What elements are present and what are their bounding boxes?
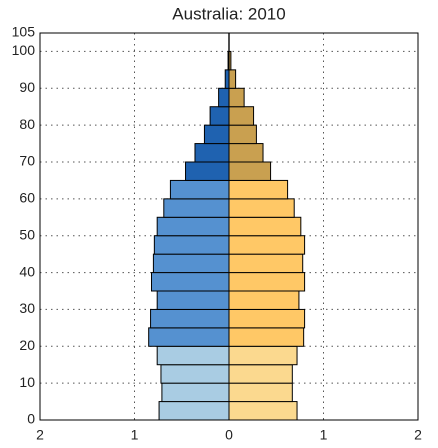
x-tick-label: 2 [414, 427, 422, 443]
bar [228, 253, 304, 274]
y-tick-label: 70 [19, 153, 35, 169]
bar [150, 308, 230, 329]
x-tick-label: 1 [131, 427, 139, 443]
bar [228, 272, 306, 292]
bar [194, 143, 230, 163]
bar [228, 327, 305, 347]
bar [169, 179, 230, 200]
y-tick-label: 60 [19, 190, 35, 206]
bar [224, 69, 230, 89]
y-tick-label: 20 [19, 337, 35, 353]
bar [156, 290, 230, 310]
bar [228, 198, 295, 218]
bar [228, 382, 293, 403]
y-tick-label: 0 [27, 411, 35, 427]
bar [151, 272, 230, 292]
y-tick-label: 10 [19, 374, 35, 390]
chart-title: Australia: 2010 [172, 4, 285, 23]
y-tick-label: 100 [12, 42, 36, 58]
bar [160, 364, 230, 384]
plot-frame [39, 32, 419, 421]
bar [203, 124, 230, 145]
bar [156, 345, 230, 366]
x-tick-label: 2 [36, 427, 44, 443]
bar [228, 235, 306, 255]
y-tick-label: 30 [19, 300, 35, 316]
bar [161, 382, 230, 403]
y-tick-label: 105 [12, 24, 36, 40]
bar [228, 216, 302, 237]
bar [228, 179, 289, 200]
bar [228, 69, 237, 89]
bar [185, 161, 230, 181]
bar [209, 106, 230, 126]
bar [228, 308, 306, 329]
bar [158, 401, 230, 421]
bar [152, 253, 230, 274]
y-tick-label: 40 [19, 263, 35, 279]
bar [228, 143, 264, 163]
y-tick-label: 90 [19, 79, 35, 95]
bar [228, 106, 255, 126]
x-tick-label: 0 [225, 427, 233, 443]
bar [228, 401, 298, 421]
bar [228, 124, 257, 145]
bar [228, 290, 300, 310]
bar [163, 198, 230, 218]
bar [148, 327, 230, 347]
bar [228, 161, 272, 181]
y-tick-label: 50 [19, 226, 35, 242]
bar [228, 50, 232, 71]
bar [156, 216, 230, 237]
bar [228, 345, 298, 366]
bar [153, 235, 230, 255]
bar [228, 87, 245, 108]
x-tick-label: 1 [320, 427, 328, 443]
bar [218, 87, 230, 108]
bar [228, 364, 293, 384]
y-tick-label: 80 [19, 116, 35, 132]
